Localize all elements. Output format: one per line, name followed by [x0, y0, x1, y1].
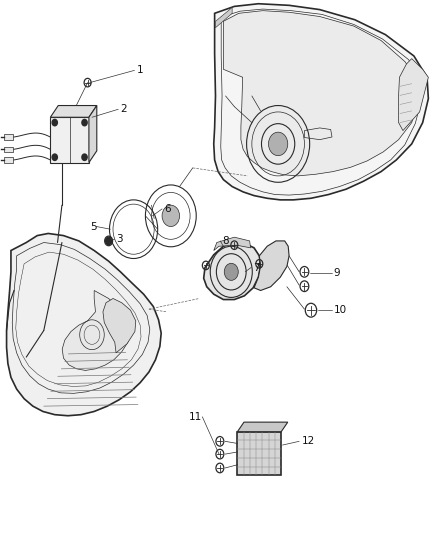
Polygon shape	[214, 4, 428, 200]
Bar	[4, 157, 13, 163]
Text: 2: 2	[120, 104, 127, 114]
Text: 7: 7	[253, 263, 260, 272]
Polygon shape	[7, 233, 161, 416]
Text: 6: 6	[164, 204, 171, 214]
Polygon shape	[50, 106, 97, 117]
Circle shape	[52, 154, 57, 160]
Circle shape	[162, 205, 180, 227]
Bar	[4, 147, 13, 152]
Text: 9: 9	[334, 268, 340, 278]
Polygon shape	[62, 290, 131, 370]
Polygon shape	[204, 243, 261, 300]
Polygon shape	[214, 237, 251, 251]
Circle shape	[106, 237, 112, 245]
Text: 12: 12	[301, 437, 314, 446]
Polygon shape	[399, 59, 428, 131]
Bar	[4, 134, 13, 140]
Circle shape	[52, 119, 57, 126]
Bar	[50, 117, 89, 163]
Text: 10: 10	[334, 305, 347, 315]
Polygon shape	[215, 7, 232, 28]
Polygon shape	[237, 422, 288, 432]
Polygon shape	[223, 11, 418, 176]
Circle shape	[224, 263, 238, 280]
Circle shape	[82, 119, 87, 126]
Bar	[237, 432, 281, 475]
Text: 1: 1	[137, 66, 143, 75]
Circle shape	[82, 154, 87, 160]
Circle shape	[268, 132, 288, 156]
Polygon shape	[254, 241, 289, 290]
Text: 11: 11	[189, 412, 202, 422]
Text: 8: 8	[223, 236, 229, 246]
Text: 3: 3	[116, 234, 123, 244]
Polygon shape	[103, 298, 136, 353]
Polygon shape	[89, 106, 97, 163]
Text: 5: 5	[90, 222, 96, 231]
